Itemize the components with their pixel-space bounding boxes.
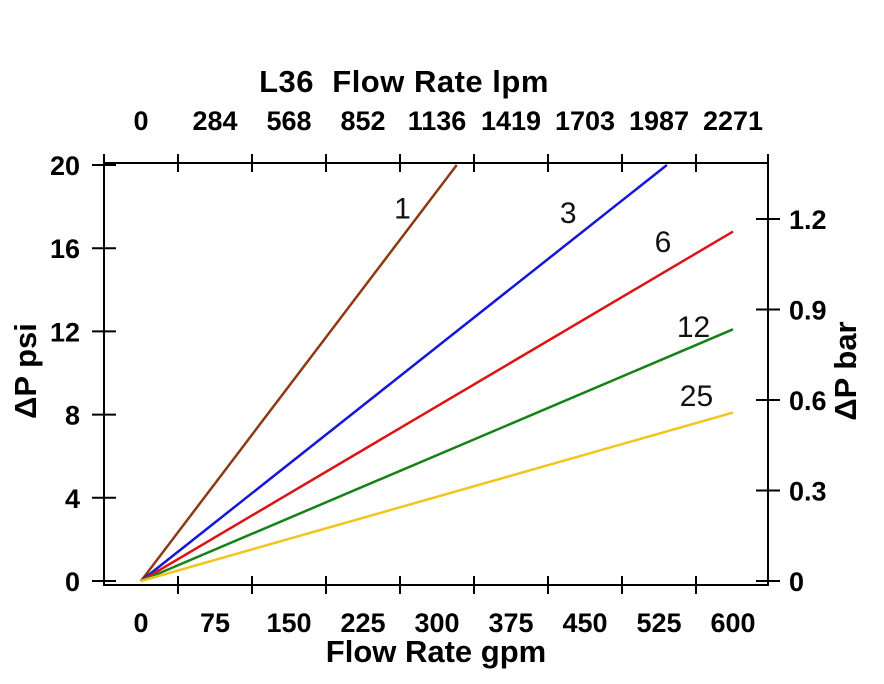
bottom-axis-tick-labels: 0 75 150 225 300 375 450 525 600 [133, 608, 755, 638]
svg-text:375: 375 [488, 608, 533, 638]
svg-text:1987: 1987 [629, 106, 689, 136]
svg-text:2271: 2271 [703, 106, 763, 136]
svg-text:16: 16 [50, 234, 80, 264]
series-label-1: 1 [394, 193, 411, 226]
svg-text:8: 8 [65, 401, 80, 431]
svg-text:0: 0 [133, 608, 148, 638]
series-line-6: 6 [140, 226, 734, 583]
right-axis-ticks [756, 217, 780, 582]
svg-text:450: 450 [562, 608, 607, 638]
top-axis-ticks [103, 154, 769, 172]
left-axis-ticks [92, 164, 116, 582]
svg-text:150: 150 [266, 608, 311, 638]
plot-frame [103, 162, 769, 586]
svg-text:1.2: 1.2 [789, 205, 827, 235]
bottom-axis-ticks [177, 576, 697, 594]
top-axis-tick-labels: 0 284 568 852 1136 1419 1703 1987 2271 [133, 106, 763, 136]
svg-text:600: 600 [710, 608, 755, 638]
svg-text:525: 525 [636, 608, 681, 638]
series-label-6: 6 [655, 226, 672, 259]
series-line-25: 25 [140, 380, 734, 583]
left-axis-tick-labels: 0 4 8 12 16 20 [50, 151, 80, 597]
series-path-12 [140, 328, 734, 583]
svg-text:1136: 1136 [408, 106, 467, 136]
svg-text:20: 20 [50, 151, 80, 181]
right-axis-tick-labels: 0 0.3 0.6 0.9 1.2 [789, 205, 827, 597]
svg-text:0.9: 0.9 [789, 295, 827, 325]
svg-text:1419: 1419 [481, 106, 541, 136]
svg-text:568: 568 [266, 106, 311, 136]
series-path-6 [140, 230, 734, 583]
svg-text:12: 12 [50, 317, 80, 347]
svg-text:852: 852 [340, 106, 385, 136]
series-label-12: 12 [677, 311, 710, 344]
svg-text:0.6: 0.6 [789, 386, 827, 416]
chart-title: L36 Flow Rate lpm [259, 64, 549, 99]
svg-text:300: 300 [414, 608, 459, 638]
svg-text:225: 225 [340, 608, 385, 638]
svg-text:0: 0 [65, 567, 80, 597]
svg-text:75: 75 [200, 608, 230, 638]
svg-text:1703: 1703 [555, 106, 615, 136]
svg-text:0: 0 [789, 567, 804, 597]
series-line-12: 12 [140, 311, 734, 583]
series-label-3: 3 [560, 197, 577, 230]
svg-text:0: 0 [133, 106, 148, 136]
series-path-1 [140, 164, 458, 582]
series-path-25 [140, 411, 734, 583]
series-line-3: 3 [140, 164, 668, 582]
svg-text:0.3: 0.3 [789, 476, 827, 506]
series-line-1: 1 [140, 164, 458, 582]
svg-text:284: 284 [192, 106, 237, 136]
series-path-3 [140, 164, 668, 582]
bottom-axis-title: Flow Rate gpm [325, 634, 547, 669]
svg-text:4: 4 [65, 484, 80, 514]
series-label-25: 25 [680, 380, 713, 413]
